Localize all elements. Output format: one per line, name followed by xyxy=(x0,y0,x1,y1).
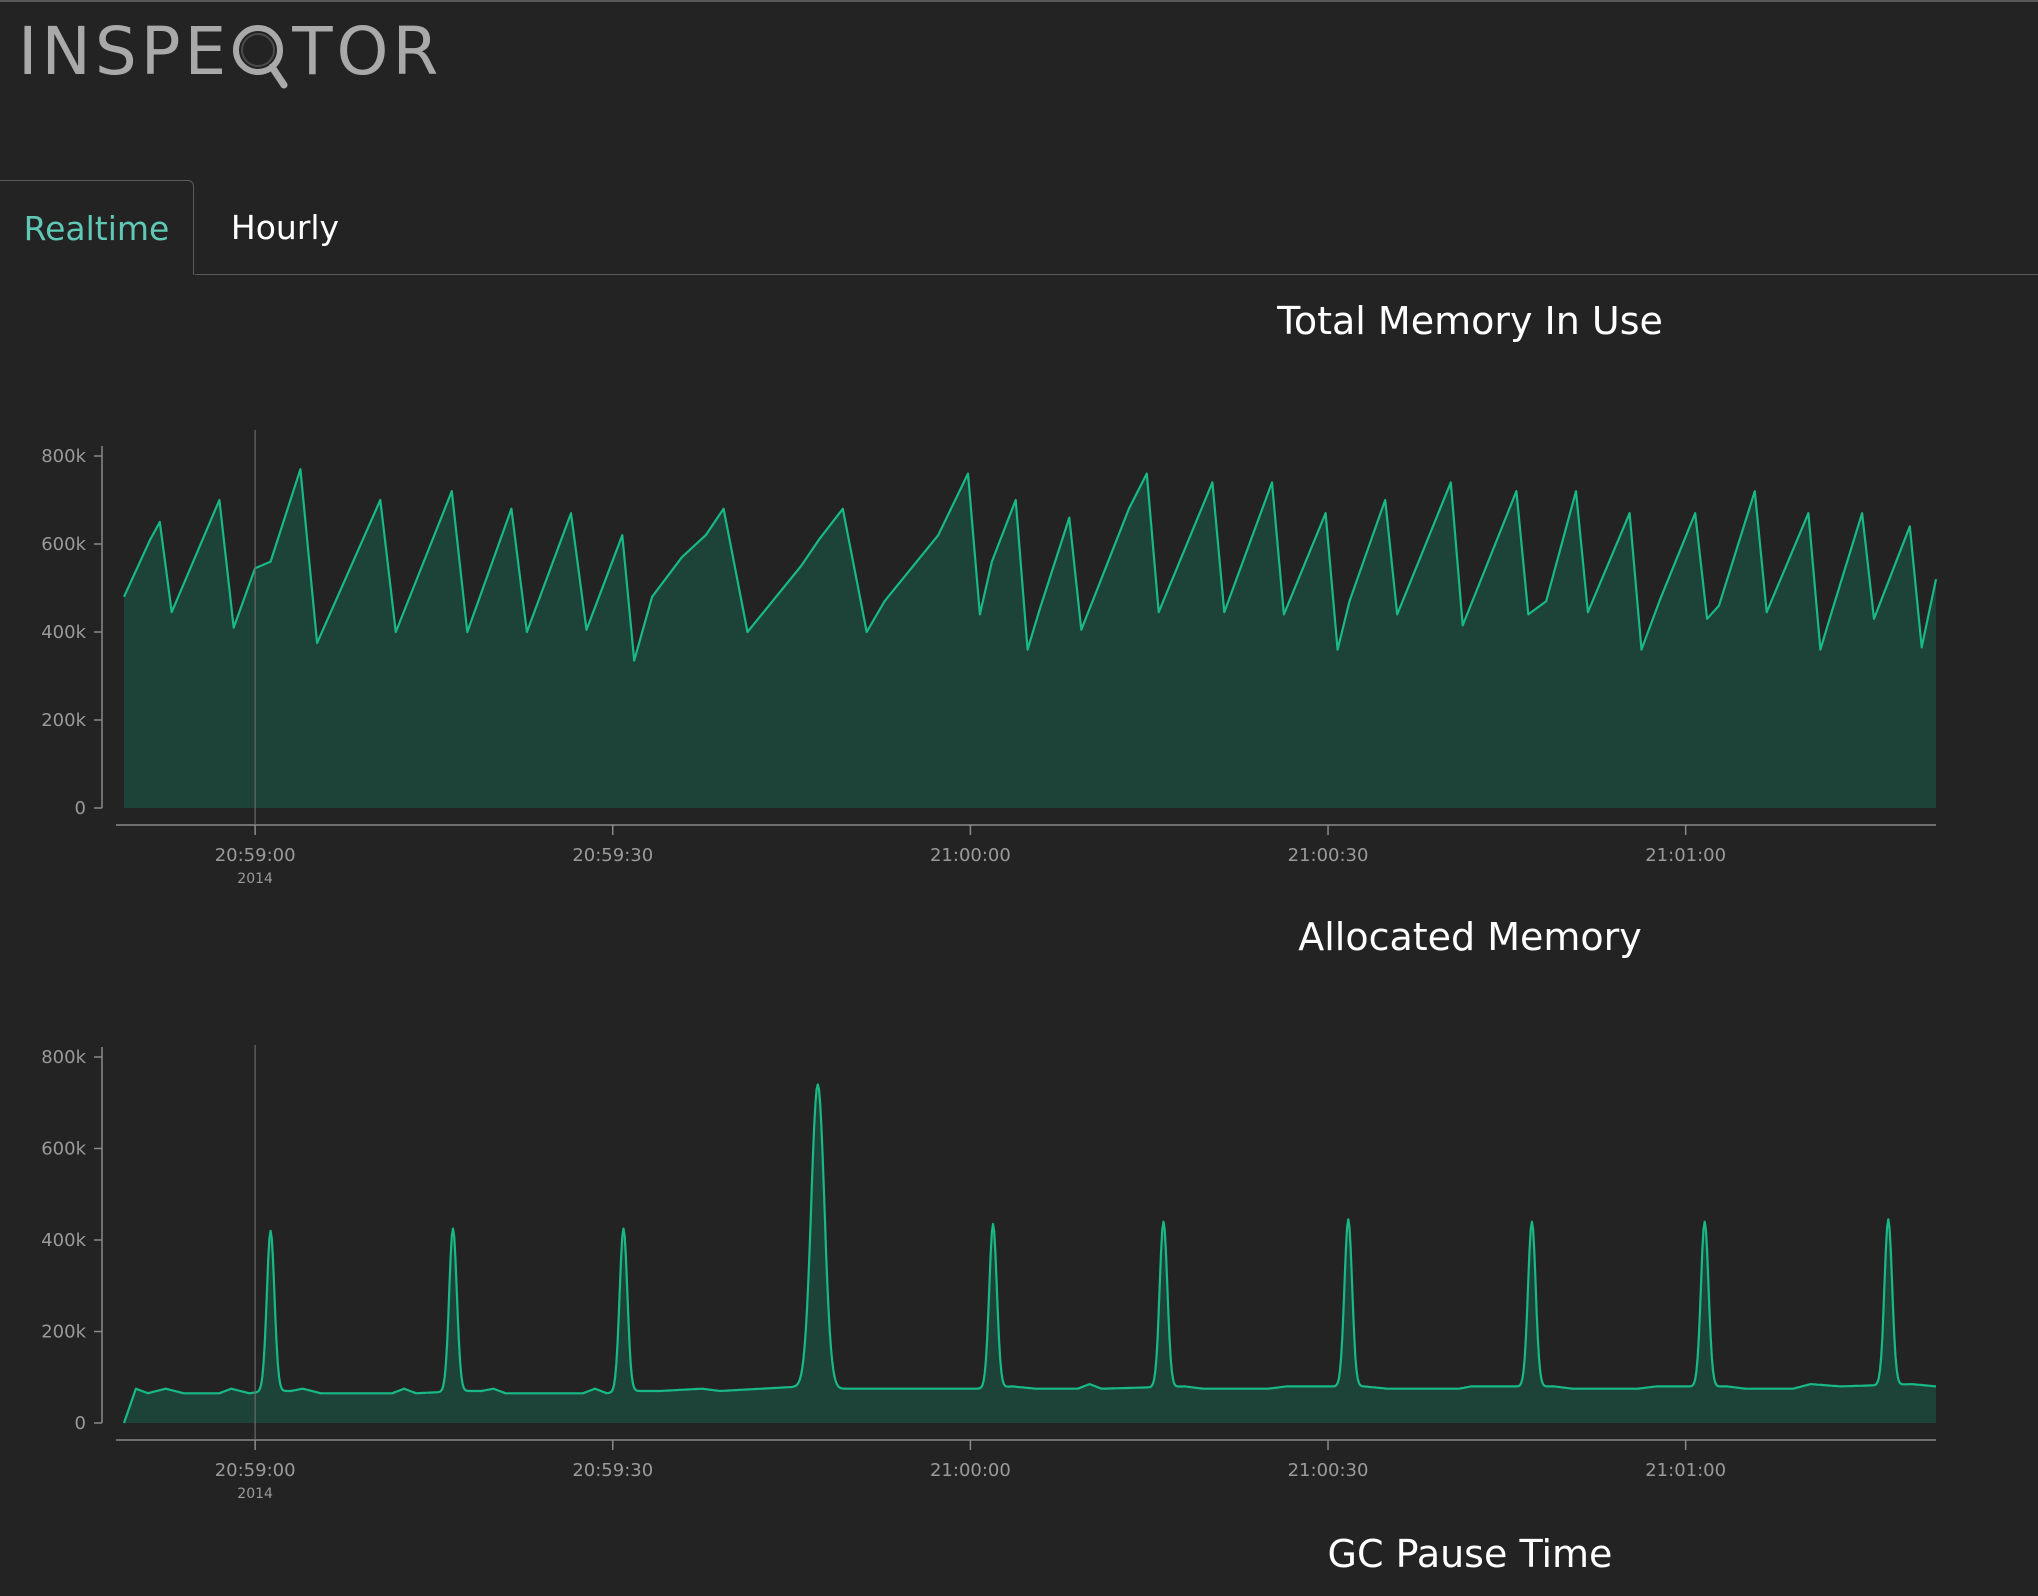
allocated-memory-y-tick-label: 600k xyxy=(41,1139,86,1160)
allocated-memory-series-line xyxy=(122,1083,1937,1424)
total-memory-x-tick-sublabel: 2014 xyxy=(237,871,273,887)
tab-realtime[interactable]: Realtime xyxy=(0,180,194,275)
total-memory-y-tick-label: 400k xyxy=(41,622,86,643)
tab-hourly-label: Hourly xyxy=(230,208,340,247)
window-top-rule xyxy=(0,0,2038,2)
total-memory-x-tick-label: 20:59:00 xyxy=(215,845,296,866)
total-memory-chart-title: Total Memory In Use xyxy=(1277,299,1663,343)
gc-pause-time-chart-title: GC Pause Time xyxy=(1327,1532,1613,1576)
magnifier-icon xyxy=(232,10,290,94)
allocated-memory-y-tick-label: 800k xyxy=(41,1047,86,1068)
allocated-memory-y-tick-label: 0 xyxy=(75,1413,86,1434)
total-memory-series-line xyxy=(122,468,1938,662)
app-logo[interactable]: INSPE TOR xyxy=(18,10,442,94)
total-memory-y-tick-label: 800k xyxy=(41,446,86,467)
view-tabs: Realtime Hourly xyxy=(0,180,2038,275)
total-memory-x-tick-label: 21:00:00 xyxy=(930,845,1011,866)
total-memory-y-tick-label: 200k xyxy=(41,710,86,731)
allocated-memory-x-tick-label: 21:00:30 xyxy=(1288,1460,1369,1481)
total-memory-x-tick-label: 21:00:30 xyxy=(1288,845,1369,866)
allocated-memory-x-tick-sublabel: 2014 xyxy=(237,1486,273,1502)
total-memory-chart: 0 200k 400k 600k 800k 20:59:00 2014 20:59:30 21:… xyxy=(0,420,2038,900)
allocated-memory-x-tick-label: 20:59:00 xyxy=(215,1460,296,1481)
logo-text-right: TOR xyxy=(292,13,443,90)
total-memory-x-tick-label: 21:01:00 xyxy=(1645,845,1726,866)
total-memory-y-tick-label: 0 xyxy=(75,798,86,819)
allocated-memory-y-tick-label: 200k xyxy=(41,1322,86,1343)
tab-hourly[interactable]: Hourly xyxy=(195,180,375,275)
allocated-memory-chart-title: Allocated Memory xyxy=(1298,915,1642,959)
allocated-memory-chart: 0 200k 400k 600k 800k 20:59:00 2014 20:59:30 21:… xyxy=(0,1035,2038,1515)
tab-baseline xyxy=(195,274,2038,275)
allocated-memory-x-tick-label: 21:00:00 xyxy=(930,1460,1011,1481)
allocated-memory-y-tick-label: 400k xyxy=(41,1230,86,1251)
total-memory-area-fill xyxy=(124,469,1936,808)
total-memory-chart-svg: 0 200k 400k 600k 800k 20:59:00 2014 20:59:30 21:… xyxy=(41,430,1938,887)
total-memory-y-tick-label: 600k xyxy=(41,534,86,555)
total-memory-x-tick-label: 20:59:30 xyxy=(572,845,653,866)
tab-realtime-label: Realtime xyxy=(23,208,170,248)
allocated-memory-chart-svg: 0 200k 400k 600k 800k 20:59:00 2014 20:59:30 21:… xyxy=(41,1045,1937,1502)
allocated-memory-area-fill xyxy=(124,1084,1936,1423)
allocated-memory-x-tick-label: 21:01:00 xyxy=(1645,1460,1726,1481)
logo-text-left: INSPE xyxy=(18,13,231,90)
allocated-memory-x-tick-label: 20:59:30 xyxy=(572,1460,653,1481)
